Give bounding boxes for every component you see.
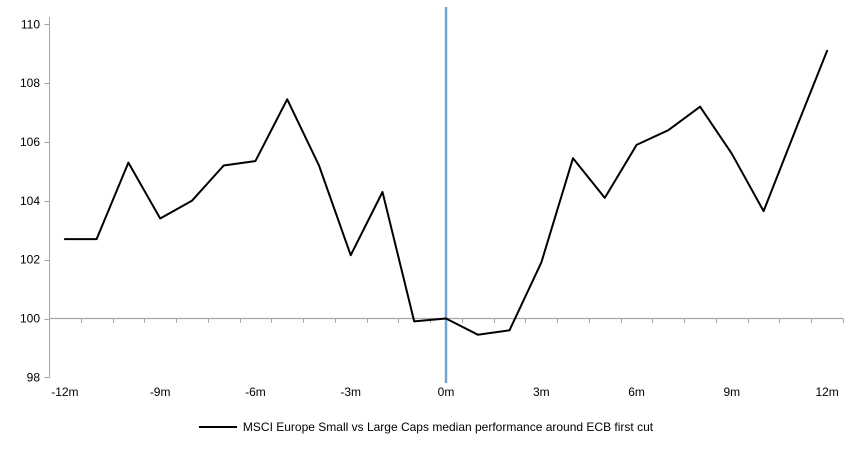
series-line [63, 49, 829, 336]
y-axis-label: 106 [20, 135, 40, 149]
x-axis-label: -6m [245, 385, 266, 399]
y-axis-label: 108 [20, 76, 40, 90]
legend-line-swatch [198, 426, 237, 428]
y-axis-label: 110 [21, 17, 40, 31]
x-axis-label: 9m [724, 385, 741, 399]
x-axis-label: 12m [815, 385, 838, 399]
y-axis-label: 100 [20, 312, 40, 326]
x-axis-label: 3m [533, 385, 550, 399]
x-axis-label: 0m [438, 385, 455, 399]
x-axis-label: -12m [51, 385, 78, 399]
x-axis-label: -3m [340, 385, 361, 399]
legend: MSCI Europe Small vs Large Caps median p… [0, 419, 852, 435]
y-axis-label: 102 [20, 253, 40, 267]
y-axis-label: 104 [20, 194, 40, 208]
x-axis-label: -9m [150, 385, 171, 399]
legend-label: MSCI Europe Small vs Large Caps median p… [242, 420, 654, 434]
x-axis-label: 6m [628, 385, 645, 399]
y-axis-label: 98 [27, 370, 41, 384]
